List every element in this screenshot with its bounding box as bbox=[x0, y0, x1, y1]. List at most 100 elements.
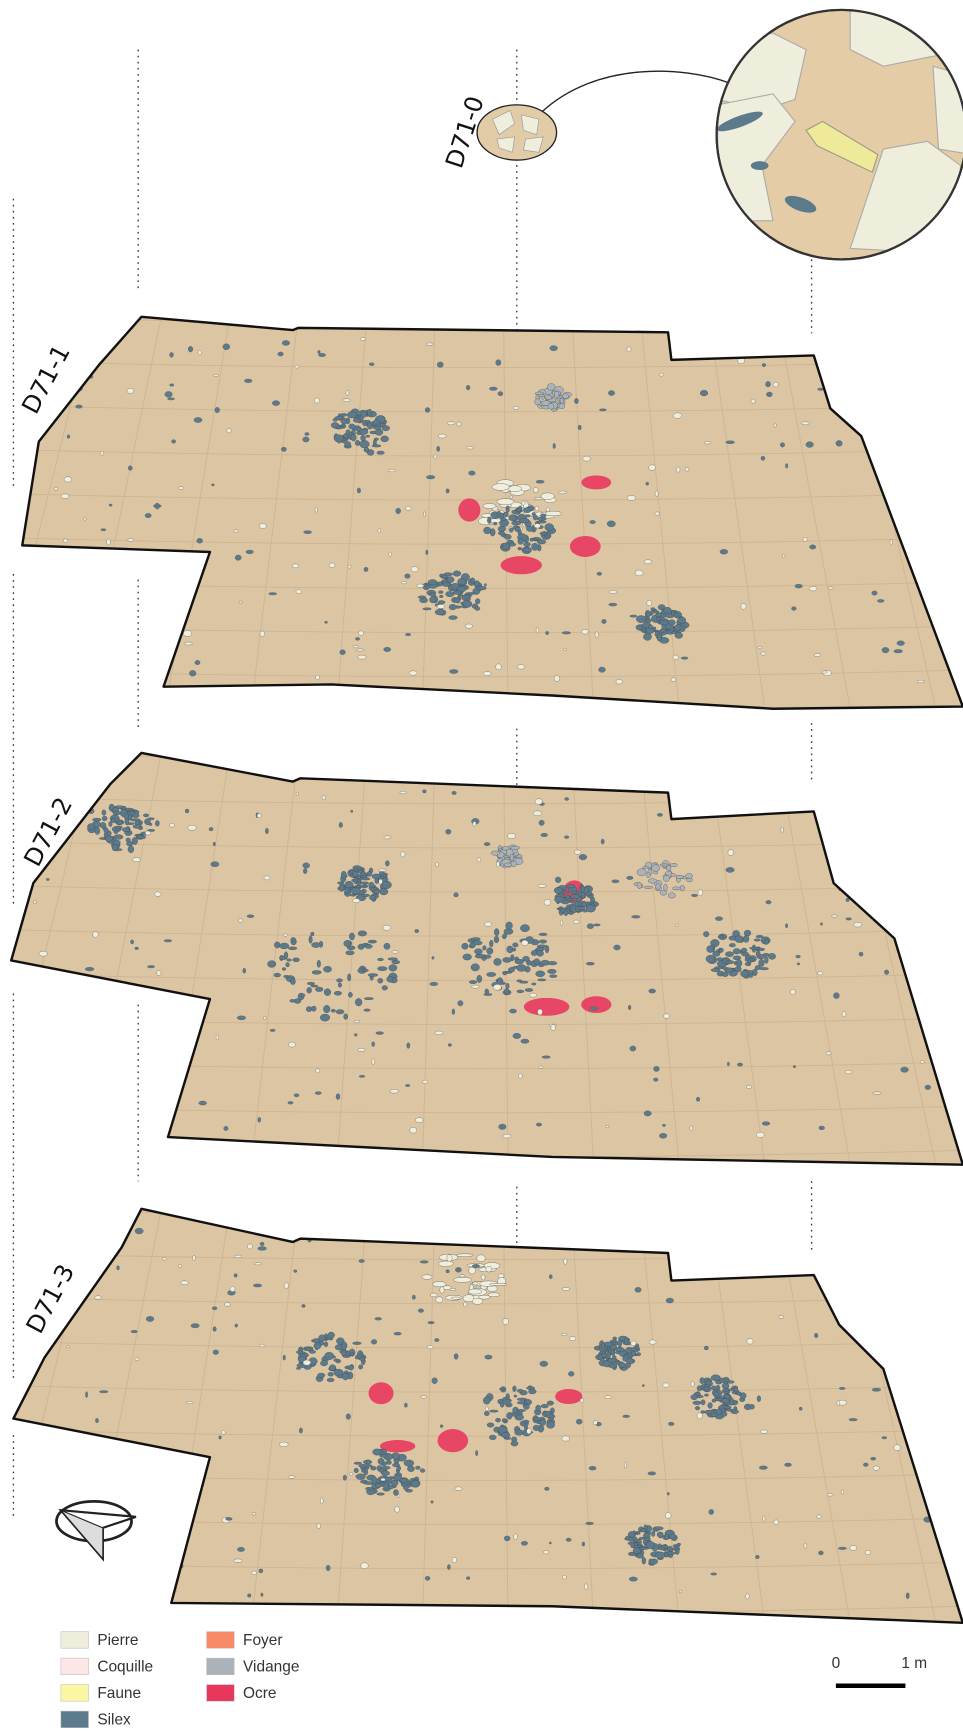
artifact bbox=[384, 647, 391, 651]
artifact bbox=[511, 846, 520, 849]
artifact bbox=[469, 980, 477, 983]
artifact bbox=[212, 1307, 217, 1310]
artifact bbox=[288, 1101, 293, 1104]
artifact bbox=[676, 467, 680, 472]
artifact bbox=[749, 975, 753, 978]
artifact bbox=[293, 958, 300, 962]
artifact bbox=[39, 951, 48, 956]
artifact bbox=[489, 387, 497, 391]
artifact bbox=[458, 578, 467, 585]
artifact bbox=[494, 936, 499, 943]
artifact bbox=[87, 1453, 94, 1455]
artifact bbox=[562, 1436, 570, 1441]
artifact bbox=[643, 633, 651, 640]
artifact bbox=[644, 560, 652, 564]
artifact bbox=[215, 407, 220, 413]
artifact bbox=[163, 1577, 169, 1581]
artifact bbox=[226, 1517, 233, 1520]
artifact bbox=[111, 1578, 114, 1582]
artifact bbox=[373, 1449, 382, 1455]
artifact bbox=[920, 1061, 924, 1064]
artifact bbox=[270, 1029, 275, 1032]
artifact bbox=[615, 1348, 625, 1352]
artifact bbox=[901, 1067, 909, 1072]
artifact bbox=[435, 1338, 439, 1341]
artifact bbox=[376, 1032, 384, 1035]
artifact bbox=[782, 555, 785, 558]
artifact bbox=[530, 538, 533, 541]
artifact bbox=[371, 1477, 377, 1484]
artifact bbox=[560, 920, 563, 925]
artifact bbox=[665, 1512, 671, 1518]
artifact bbox=[438, 591, 443, 594]
artifact bbox=[296, 1351, 302, 1354]
artifact bbox=[405, 574, 411, 579]
artifact bbox=[35, 1520, 39, 1523]
artifact bbox=[303, 1360, 311, 1365]
artifact bbox=[613, 1362, 617, 1365]
artifact bbox=[340, 650, 346, 655]
artifact bbox=[714, 1398, 723, 1401]
artifact bbox=[365, 1464, 372, 1467]
artifact bbox=[569, 891, 577, 894]
artifact bbox=[502, 1419, 506, 1423]
artifact bbox=[418, 596, 426, 599]
artifact bbox=[477, 586, 487, 590]
artifact bbox=[109, 504, 112, 506]
artifact bbox=[545, 395, 551, 400]
artifact bbox=[318, 353, 325, 356]
artifact bbox=[247, 1244, 252, 1249]
artifact bbox=[851, 388, 855, 393]
artifact bbox=[74, 1579, 80, 1585]
artifact bbox=[478, 1295, 490, 1299]
artifact bbox=[733, 948, 741, 953]
artifact bbox=[637, 869, 646, 876]
artifact bbox=[656, 884, 661, 890]
artifact bbox=[704, 1394, 708, 1396]
artifact bbox=[432, 956, 434, 959]
artifact bbox=[711, 1573, 717, 1575]
artifact bbox=[861, 839, 867, 845]
artifact bbox=[701, 1411, 705, 1414]
artifact bbox=[194, 417, 202, 422]
artifact bbox=[442, 583, 450, 587]
artifact bbox=[785, 924, 787, 928]
artifact bbox=[224, 1126, 229, 1130]
legend-swatch bbox=[207, 1632, 235, 1649]
artifact bbox=[383, 925, 391, 930]
artifact bbox=[510, 854, 514, 860]
artifact bbox=[685, 874, 692, 879]
artifact bbox=[818, 1551, 823, 1555]
artifact bbox=[555, 877, 561, 883]
artifact bbox=[265, 828, 268, 834]
artifact bbox=[366, 435, 370, 437]
artifact bbox=[925, 1085, 931, 1090]
artifact bbox=[639, 1537, 645, 1539]
artifact bbox=[303, 868, 307, 873]
artifact bbox=[831, 915, 837, 917]
artifact bbox=[263, 1016, 266, 1019]
artifact bbox=[484, 583, 486, 586]
artifact bbox=[85, 1392, 87, 1398]
artifact bbox=[589, 1466, 596, 1470]
artifact bbox=[550, 346, 558, 351]
legend-label: Pierre bbox=[97, 1632, 138, 1649]
artifact bbox=[168, 1078, 177, 1083]
artifact bbox=[145, 513, 151, 517]
artifact bbox=[562, 1333, 568, 1335]
ocre-patch bbox=[501, 556, 542, 574]
artifact bbox=[817, 1515, 822, 1519]
artifact bbox=[122, 828, 129, 832]
artifact bbox=[837, 1401, 839, 1406]
artifact bbox=[630, 1046, 636, 1051]
artifact bbox=[40, 645, 43, 649]
artifact bbox=[185, 1519, 189, 1522]
artifact bbox=[141, 646, 148, 651]
artifact bbox=[446, 591, 455, 596]
artifact bbox=[378, 978, 383, 983]
artifact bbox=[64, 477, 72, 482]
artifact bbox=[649, 465, 656, 471]
artifact bbox=[290, 979, 295, 985]
artifact bbox=[101, 529, 106, 531]
artifact bbox=[826, 1052, 831, 1055]
